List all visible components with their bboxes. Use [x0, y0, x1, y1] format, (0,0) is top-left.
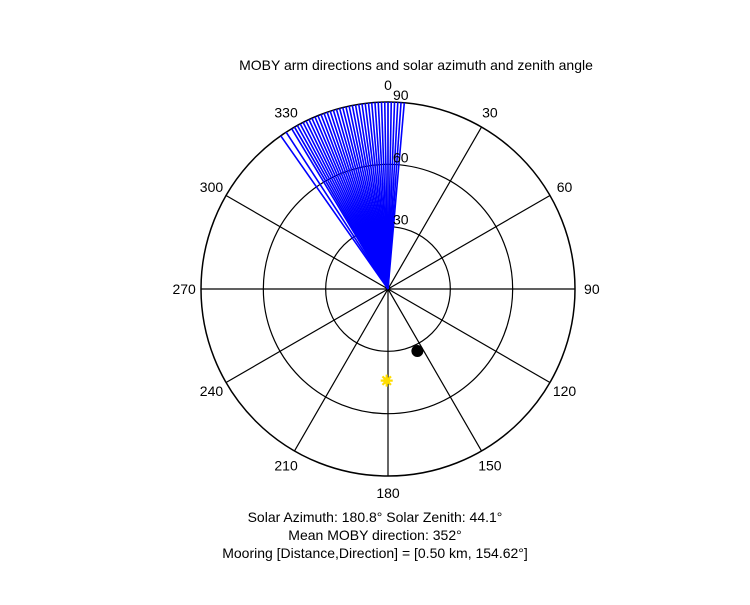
- angle-tick-label-60: 60: [557, 179, 573, 195]
- angle-tick-label-300: 300: [200, 179, 224, 195]
- angle-tick-label-30: 30: [482, 104, 498, 120]
- caption-mooring: Mooring [Distance,Direction] = [0.50 km,…: [222, 545, 528, 561]
- moby-arm-lines: [280, 102, 406, 290]
- angle-tick-label-180: 180: [376, 485, 400, 501]
- radial-tick-label-30: 30: [393, 212, 409, 228]
- angle-tick-label-90: 90: [584, 281, 600, 297]
- arm-line-38: [387, 102, 406, 290]
- tick-labels: 0 30 60 90 120 150 180 210 240 270 300 330 30 60 90: [172, 77, 599, 501]
- arm-line-1: [285, 131, 389, 290]
- arm-line-0: [280, 135, 389, 290]
- chart-title: MOBY arm directions and solar azimuth an…: [239, 57, 593, 73]
- caption-mean-direction: Mean MOBY direction: 352°: [288, 527, 462, 543]
- markers: [380, 344, 424, 387]
- mooring-marker: [411, 344, 424, 357]
- radial-tick-label-60: 60: [393, 149, 409, 165]
- angle-tick-label-240: 240: [200, 383, 224, 399]
- sun-marker: [380, 374, 393, 387]
- sun-core: [383, 377, 391, 385]
- caption-solar: Solar Azimuth: 180.8° Solar Zenith: 44.1…: [247, 509, 503, 525]
- angle-tick-label-120: 120: [553, 383, 577, 399]
- angle-tick-label-270: 270: [172, 281, 196, 297]
- angle-tick-label-150: 150: [478, 458, 502, 474]
- angle-tick-label-0: 0: [384, 77, 392, 93]
- angle-tick-label-210: 210: [274, 458, 298, 474]
- radial-tick-label-90: 90: [393, 87, 409, 103]
- angle-tick-label-330: 330: [274, 104, 298, 120]
